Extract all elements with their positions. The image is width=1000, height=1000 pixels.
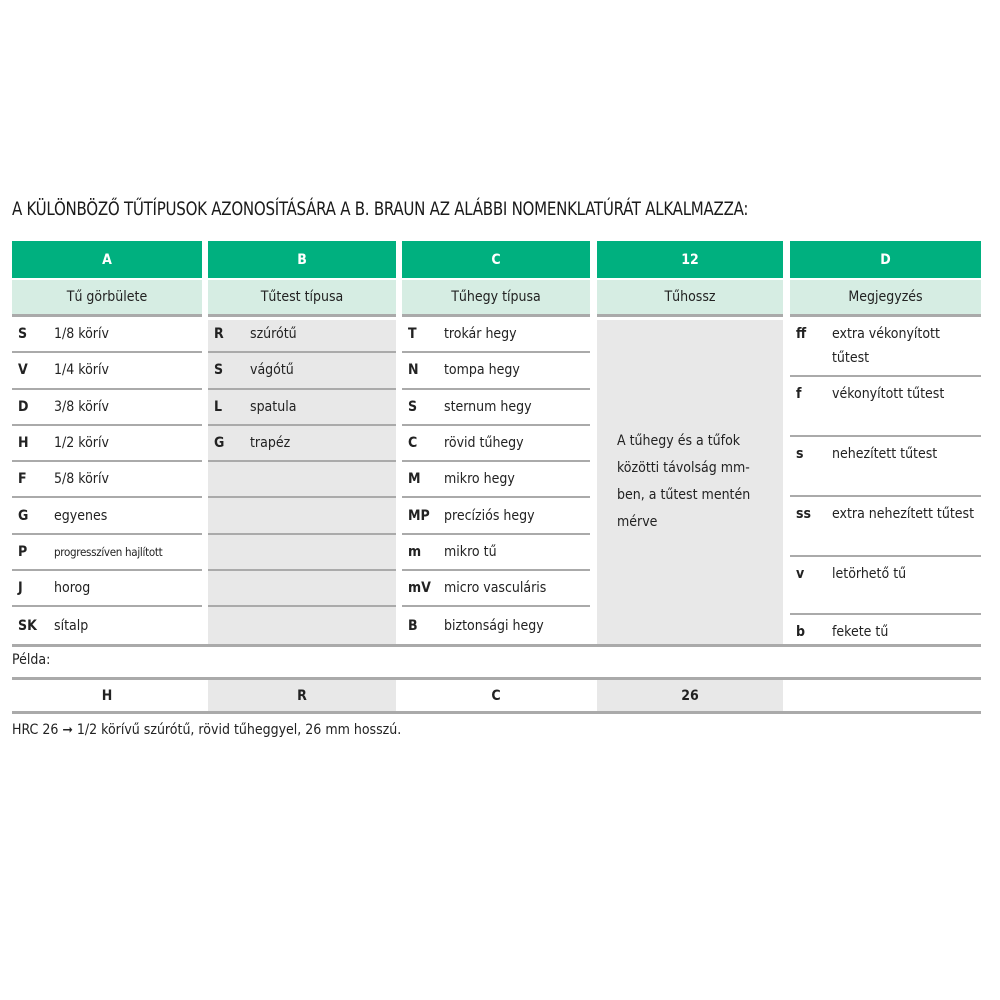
list-item: F 5/8 körív [12,462,202,499]
column-key: D [790,241,981,278]
divider [12,677,981,680]
example-label: Példa: [12,652,51,668]
list-item: SK sítalp [18,617,89,634]
list-item: MP precíziós hegy [402,498,590,535]
list-item: ff extra vékonyított tűtest [790,317,981,377]
column-key: C [402,241,590,278]
column-key: A [12,241,202,278]
example-explanation: HRC 26 ➞ 1/2 körívű szúrótű, rövid tűheg… [12,722,402,738]
needle-length-note: A tűhegy és a tűfok közötti távolság mm-… [617,433,751,530]
column-key: B [208,241,396,278]
list-item: mV micro vasculáris [402,571,590,608]
divider [12,711,981,714]
column-A: A Tű görbülete S 1/8 körív V 1/4 körív D 3/8 k… [12,241,202,644]
column-D: D Megjegyzés ff extra vékonyított tűtest f v… [790,241,981,643]
list-item [208,571,396,608]
column-key: 12 [597,241,783,278]
divider [12,644,981,647]
column-label: Tűtest típusa [208,280,396,317]
list-item [208,462,396,499]
page-title: A KÜLÖNBÖZŐ TŰTÍPUSOK AZONOSÍTÁSÁRA A B.… [12,198,749,220]
column-label: Tűhegy típusa [402,280,590,317]
column-label: Tűhossz [597,280,783,317]
list-item: f vékonyított tűtest [790,377,981,437]
list-item: v letörhető tű [790,557,981,615]
column-12: 12 Tűhossz [597,241,783,646]
example-c: C [491,687,501,704]
list-item [208,607,396,643]
example-length: 26 [597,680,783,711]
list-item: S 1/8 körív [12,317,202,354]
column-label: Megjegyzés [790,280,981,317]
list-item: H 1/2 körív [12,426,202,463]
list-item: V 1/4 körív [12,353,202,390]
column-label: Tű görbülete [12,280,202,317]
list-item: ss extra nehezített tűtest [790,497,981,557]
list-item: m mikro tű [402,535,590,572]
list-item: D 3/8 körív [12,390,202,426]
list-item: s nehezített tűtest [790,437,981,497]
example-a: H [101,687,113,704]
list-item [208,535,396,572]
list-item: b fekete tű [796,624,889,640]
example-b: R [208,680,396,711]
list-item [208,498,396,535]
